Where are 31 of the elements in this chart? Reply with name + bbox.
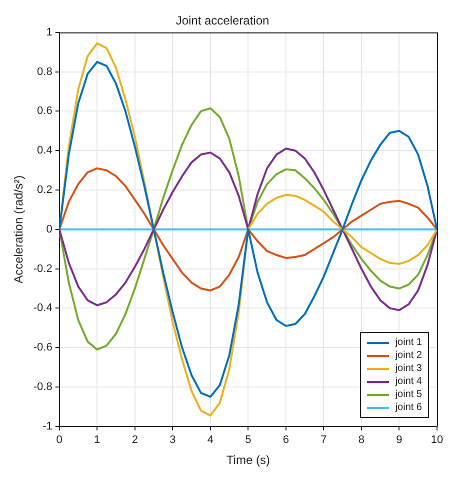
y-tick-label: -0.6 xyxy=(33,342,52,354)
x-tick-label: 5 xyxy=(245,434,252,446)
y-tick-label: 1 xyxy=(46,26,52,38)
legend-label: joint 6 xyxy=(395,401,422,414)
x-tick-label: 7 xyxy=(320,434,327,446)
x-tick-label: 9 xyxy=(396,434,402,446)
legend-label: joint 3 xyxy=(395,362,422,376)
x-tick-label: 3 xyxy=(170,434,176,446)
x-tick-label: 10 xyxy=(430,434,444,446)
legend-label: joint 2 xyxy=(395,349,422,362)
y-tick-label: 0 xyxy=(46,223,52,236)
x-tick-label: 8 xyxy=(358,434,365,446)
y-tick-label: -1 xyxy=(42,420,52,432)
y-tick-label: 0.6 xyxy=(37,105,52,118)
y-tick-label: -0.8 xyxy=(33,381,52,394)
x-tick-label: 4 xyxy=(207,434,214,446)
legend-label: joint 1 xyxy=(395,336,422,350)
x-tick-label: 0 xyxy=(56,434,62,446)
y-axis-title: Acceleration (rad/s²) xyxy=(12,175,26,284)
y-tick-label: 0.8 xyxy=(37,66,52,78)
legend-label: joint 5 xyxy=(395,388,422,402)
chart-title: Joint acceleration xyxy=(176,14,270,28)
x-axis-title: Time (s) xyxy=(226,453,270,468)
y-tick-label: -0.4 xyxy=(33,302,52,314)
x-tick-label: 6 xyxy=(282,434,290,446)
x-tick-label: 2 xyxy=(132,434,138,446)
x-tick-label: 1 xyxy=(94,434,100,446)
y-tick-label: 0.4 xyxy=(37,144,52,157)
legend-label: joint 4 xyxy=(395,375,422,388)
y-tick-label: 0.2 xyxy=(37,184,52,196)
y-tick-label: -0.2 xyxy=(33,262,52,275)
